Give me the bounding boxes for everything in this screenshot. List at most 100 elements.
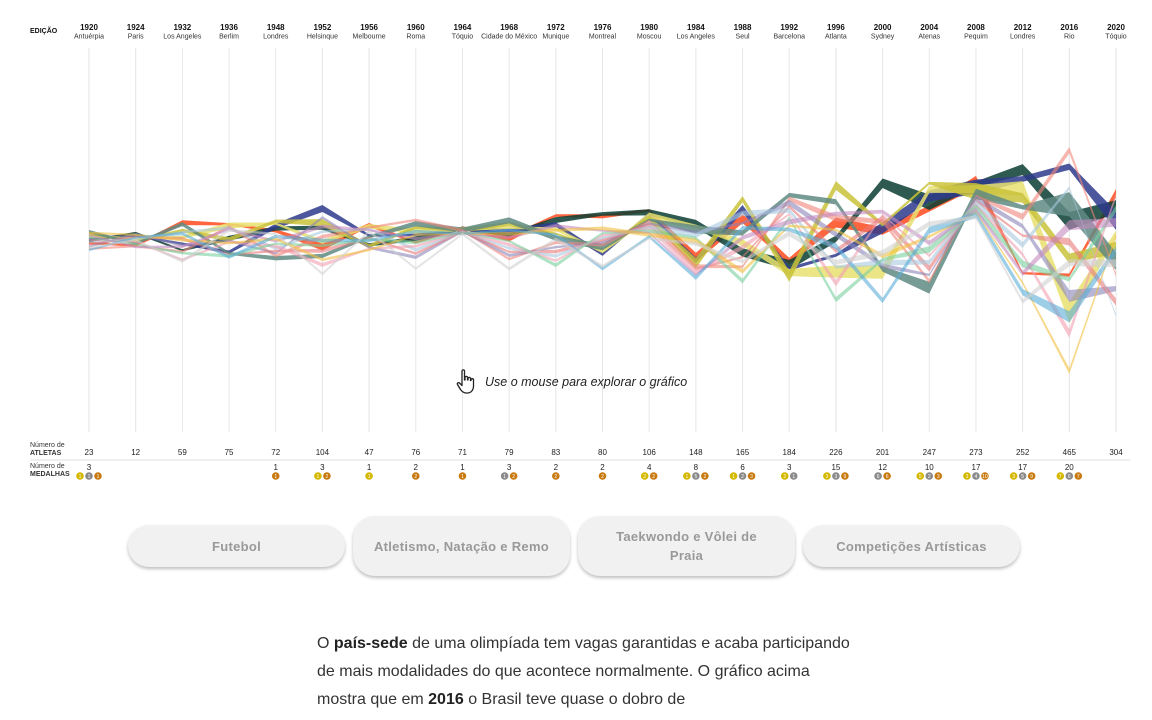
athlete-count-1976: 80 — [598, 448, 607, 457]
athlete-count-1924: 12 — [131, 448, 140, 457]
medal-bronze-count-1968: 2 — [512, 474, 515, 480]
medal-bronze-count-1948: 1 — [274, 474, 277, 480]
medal-bronze-1976 — [598, 472, 607, 480]
medal-silver-1992 — [789, 472, 798, 480]
athlete-count-1968: 79 — [505, 448, 514, 457]
edition-city-2008: Pequim — [964, 34, 988, 41]
edition-city-2016: Rio — [1064, 34, 1075, 41]
paragraph-part-2: de uma olimpíada tem vagas garantidas e … — [317, 635, 850, 708]
edition-city-1996: Atlanta — [825, 34, 847, 41]
edition-year-1920: 1920 — [80, 23, 98, 32]
edition-year-1956: 1956 — [360, 23, 378, 32]
medal-bronze-2008 — [981, 472, 989, 480]
edition-year-1972: 1972 — [547, 23, 565, 32]
medal-gold-count-1920: 1 — [79, 474, 82, 480]
sport-stream-5[interactable] — [89, 181, 1116, 282]
medal-silver-count-2016: 6 — [1068, 474, 1071, 480]
edition-city-1932: Los Angeles — [163, 34, 202, 41]
medal-bronze-count-1984: 2 — [703, 474, 706, 480]
edition-city-2004: Atenas — [918, 34, 940, 41]
medal-count-1988: 6 — [740, 463, 745, 472]
medalhas-label-line2: MEDALHAS — [30, 471, 70, 478]
medal-bronze-2016 — [1074, 472, 1083, 480]
sport-stream-4[interactable] — [89, 181, 1116, 324]
medal-bronze-count-1952: 2 — [326, 474, 329, 480]
medal-bronze-count-1988: 3 — [750, 474, 753, 480]
edition-city-1992: Barcelona — [773, 34, 805, 41]
edition-year-1936: 1936 — [220, 23, 238, 32]
medal-gold-count-1956: 1 — [368, 474, 371, 480]
athlete-count-1988: 165 — [736, 448, 750, 457]
medal-silver-count-2000: 6 — [877, 474, 880, 480]
sport-stream-12[interactable] — [89, 204, 1116, 303]
edition-year-1968: 1968 — [500, 23, 518, 32]
athlete-count-1996: 226 — [829, 448, 843, 457]
medal-silver-count-1988: 2 — [741, 474, 744, 480]
atletismo-natacao-remo-button[interactable]: Atletismo, Natação e Remo — [353, 516, 570, 576]
taekwondo-volei-praia-button[interactable]: Taekwondo e Vôlei de Praia — [578, 516, 795, 576]
medal-silver-count-1992: 1 — [792, 474, 795, 480]
medal-bronze-1920 — [94, 472, 102, 480]
medal-gold-count-1980: 2 — [643, 474, 646, 480]
medal-silver-2004 — [925, 472, 934, 480]
edition-city-1988: Seul — [736, 34, 750, 41]
edition-year-1996: 1996 — [827, 23, 845, 32]
medalhas-label-line1: Número de — [30, 463, 65, 470]
competicoes-artisticas-button[interactable]: Competições Artísticas — [803, 525, 1020, 567]
edition-year-2020: 2020 — [1107, 23, 1125, 32]
medal-count-2012: 17 — [1018, 463, 1027, 472]
paragraph-bold-2016: 2016 — [428, 691, 464, 708]
edition-year-1952: 1952 — [314, 23, 332, 32]
medal-silver-count-1920: 1 — [88, 474, 91, 480]
medal-count-2016: 20 — [1065, 463, 1074, 472]
athlete-count-2020: 304 — [1109, 448, 1123, 457]
medal-bronze-1948 — [271, 472, 280, 480]
edition-year-1976: 1976 — [594, 23, 612, 32]
medal-silver-1988 — [738, 472, 747, 480]
athlete-count-1952: 104 — [316, 448, 330, 457]
medal-count-1996: 15 — [831, 463, 840, 472]
futebol-button[interactable]: Futebol — [128, 525, 345, 567]
medal-silver-count-2012: 5 — [1021, 474, 1024, 480]
category-buttons: Futebol Atletismo, Natação e Remo Taekwo… — [128, 516, 1020, 576]
medal-bronze-count-1972: 2 — [554, 474, 557, 480]
medal-gold-1992 — [780, 472, 789, 480]
edition-year-2012: 2012 — [1014, 23, 1032, 32]
medal-gold-2008 — [963, 472, 971, 480]
edition-city-1956: Melbourne — [353, 34, 386, 41]
edition-city-2012: Londres — [1010, 34, 1036, 41]
medal-bronze-count-1920: 1 — [97, 474, 100, 480]
athlete-count-1920: 23 — [85, 448, 94, 457]
medal-silver-2008 — [972, 472, 980, 480]
explore-hint: Use o mouse para explorar o gráfico — [455, 368, 687, 396]
medal-bronze-count-1976: 2 — [601, 474, 604, 480]
medal-gold-1956 — [365, 472, 373, 480]
edition-city-2000: Sydney — [871, 34, 895, 41]
medal-bronze-count-2012: 9 — [1030, 474, 1033, 480]
medalhas-row-label: Número de MEDALHAS — [30, 463, 70, 479]
medal-gold-count-2004: 5 — [919, 474, 922, 480]
medal-bronze-2004 — [934, 472, 943, 480]
athlete-count-1932: 59 — [178, 448, 187, 457]
edition-year-1948: 1948 — [267, 23, 285, 32]
edition-year-2008: 2008 — [967, 23, 985, 32]
medal-bronze-1984 — [701, 472, 709, 480]
medal-bronze-count-1960: 2 — [414, 474, 417, 480]
medal-silver-1996 — [832, 472, 840, 480]
medal-silver-count-1984: 5 — [694, 474, 697, 480]
medal-count-2008: 17 — [972, 463, 981, 472]
edition-year-1992: 1992 — [780, 23, 798, 32]
medal-bronze-count-2016: 7 — [1077, 474, 1080, 480]
medal-count-2000: 12 — [878, 463, 887, 472]
medal-bronze-1972 — [552, 472, 560, 480]
medal-silver-count-1968: 1 — [503, 474, 506, 480]
sport-stream-2[interactable] — [89, 164, 1116, 270]
medal-count-1920: 3 — [87, 463, 92, 472]
medal-silver-2012 — [1018, 472, 1027, 480]
medal-bronze-1996 — [841, 472, 849, 480]
edition-city-1936: Berlim — [219, 34, 239, 41]
atletas-label-line2: ATLETAS — [30, 450, 62, 457]
medal-count-1948: 1 — [274, 463, 279, 472]
medal-silver-2016 — [1065, 472, 1074, 480]
